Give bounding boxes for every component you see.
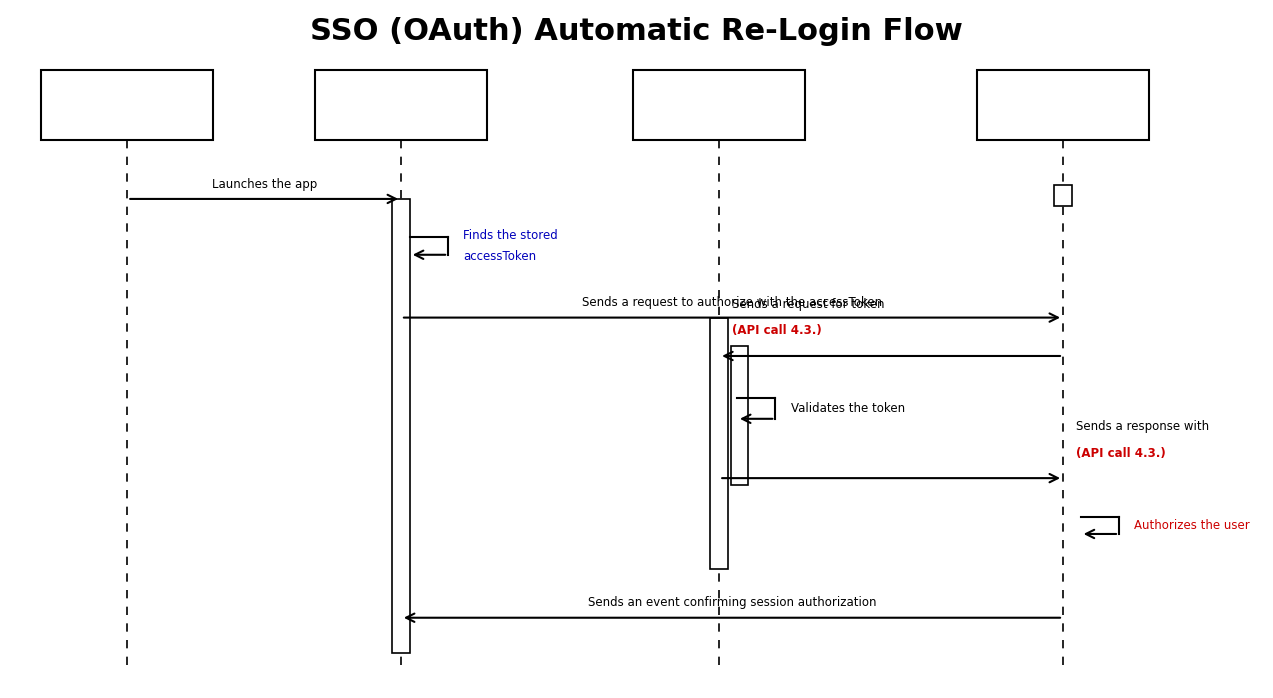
Bar [732, 346, 749, 485]
Text: Broker's Backend: Broker's Backend [638, 96, 801, 114]
Text: SSO (OAuth) Automatic Re-Login Flow: SSO (OAuth) Automatic Re-Login Flow [311, 17, 962, 47]
Text: Finds the stored: Finds the stored [463, 229, 558, 242]
Text: cTrader Backend: cTrader Backend [985, 96, 1141, 114]
Text: Authorizes the user: Authorizes the user [1134, 519, 1250, 532]
Bar [710, 318, 728, 569]
Text: Sends a response with: Sends a response with [1076, 420, 1209, 433]
Bar [978, 70, 1148, 140]
Bar [1054, 185, 1072, 206]
Text: accessToken: accessToken [463, 250, 536, 263]
Text: Sends a request to authorize with the accessToken: Sends a request to authorize with the ac… [582, 296, 882, 309]
Text: Sends a request for token: Sends a request for token [732, 298, 885, 311]
Text: (API call 4.3.): (API call 4.3.) [732, 325, 822, 337]
Text: cTrader App: cTrader App [345, 96, 457, 114]
Bar [633, 70, 805, 140]
Text: (API call 4.3.): (API call 4.3.) [1076, 447, 1166, 459]
Text: Sends an event confirming session authorization: Sends an event confirming session author… [588, 596, 876, 609]
Text: Validates the token: Validates the token [791, 402, 905, 415]
Bar [316, 70, 488, 140]
Bar [392, 199, 410, 653]
Text: User: User [106, 96, 149, 114]
Text: Launches the app: Launches the app [211, 177, 317, 191]
Bar [41, 70, 214, 140]
